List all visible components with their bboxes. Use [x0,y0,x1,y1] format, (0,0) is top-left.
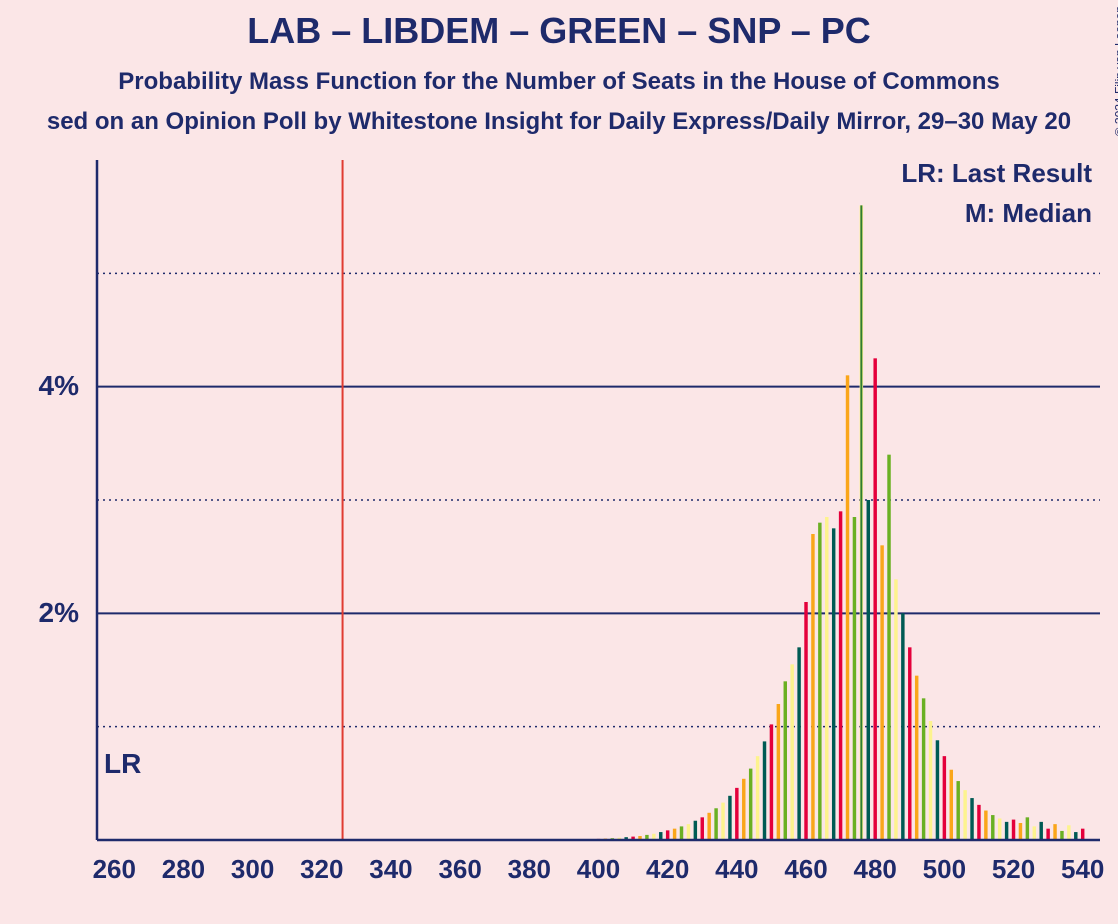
xtick-label: 420 [638,854,698,885]
xtick-label: 280 [153,854,213,885]
chart-subtitle-2: sed on an Opinion Poll by Whitestone Ins… [0,108,1118,136]
copyright-label: © 2024 Filip van Laenen [1112,6,1118,136]
xtick-label: 500 [914,854,974,885]
legend-m-label: M: Median [965,198,1092,229]
chart-svg [0,0,1118,924]
xtick-label: 300 [223,854,283,885]
xtick-label: 380 [499,854,559,885]
xtick-label: 360 [430,854,490,885]
ytick-label: 2% [0,597,79,629]
xtick-label: 340 [361,854,421,885]
chart-subtitle-1: Probability Mass Function for the Number… [0,68,1118,96]
xtick-label: 460 [776,854,836,885]
xtick-label: 520 [984,854,1044,885]
xtick-label: 260 [84,854,144,885]
lr-inline-label: LR [104,748,141,780]
chart-title: LAB – LIBDEM – GREEN – SNP – PC [0,10,1118,52]
legend-lr-label: LR: Last Result [901,158,1092,189]
ytick-label: 4% [0,370,79,402]
xtick-label: 480 [845,854,905,885]
xtick-label: 540 [1053,854,1113,885]
xtick-label: 400 [569,854,629,885]
xtick-label: 440 [707,854,767,885]
xtick-label: 320 [292,854,352,885]
